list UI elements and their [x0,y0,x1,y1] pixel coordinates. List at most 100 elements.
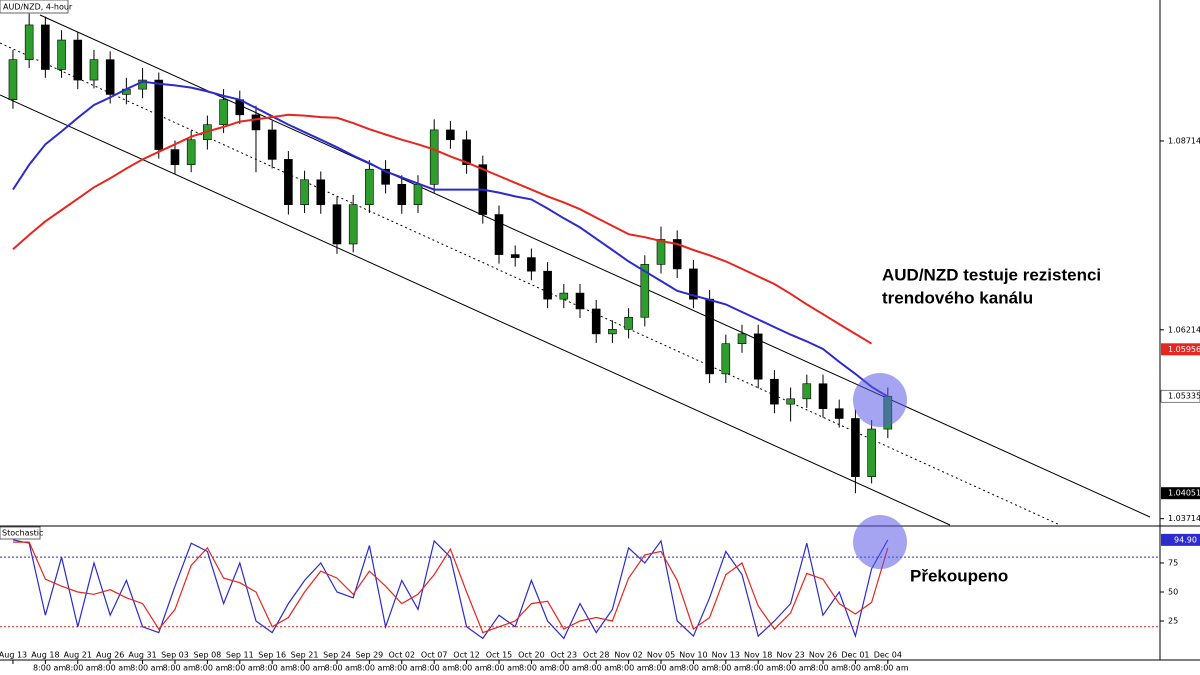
candle-body [721,343,731,375]
x-tick-label: Aug 18 [31,651,59,660]
x-tick-label: Aug 13 [0,651,27,660]
x-tick-label: Sep 21 [291,651,319,660]
time-label: 8:00 am [195,664,228,673]
plot-layer [0,13,1160,640]
candle-body [656,239,666,265]
time-label: 8:00 am [325,664,358,673]
title-box [0,0,69,14]
candle-body [446,129,455,141]
candle-body [510,254,520,258]
annotation: AUD/NZD testuje rezistenci [882,265,1101,284]
time-label: 8:00 am [65,664,98,673]
x-tick-label: Nov 23 [776,651,804,660]
candle-body [300,179,309,206]
time-label: 8:00 am [616,664,649,673]
time-label: 8:00 am [163,664,196,673]
price-label-box [1161,487,1200,500]
annotation: trendového kanálu [882,288,1033,307]
time-label: 8:00 am [422,664,455,673]
x-tick-label: Oct 07 [421,651,448,660]
x-tick-label: Sep 29 [355,651,383,660]
time-label: 8:00 am [875,664,908,673]
x-tick-label: Nov 02 [614,651,642,660]
x-tick-label: Dec 04 [874,651,902,660]
candle-body [413,184,423,206]
x-tick-label: Oct 28 [583,651,610,660]
x-tick-label: Aug 21 [64,651,92,660]
candle-body [851,418,860,477]
candle-body [640,264,650,318]
candle-body [705,298,714,375]
candle-body [170,149,180,165]
time-label: 8:00 am [454,664,487,673]
line-series [12,113,873,345]
x-tick-label: Sep 24 [323,651,351,660]
candle-body [267,129,277,160]
candle-body [41,24,50,70]
y-tick-label: 1.03714 [1168,514,1200,523]
candle-body [770,378,779,405]
time-label: 8:00 am [584,664,617,673]
candle-body [608,329,617,335]
candle-body [462,139,471,165]
candle-body [332,204,342,245]
time-label: 8:00 am [713,664,746,673]
x-tick-label: Dec 01 [841,651,869,660]
x-tick-label: Nov 26 [809,651,837,660]
time-label: 8:00 am [519,664,552,673]
candle-body [543,270,552,300]
x-tick-label: Nov 13 [712,651,740,660]
candle-body [251,114,261,131]
x-tick-label: Aug 26 [96,651,124,660]
price-label: 1.05335 [1168,392,1200,401]
x-tick-label: Nov 10 [679,651,707,660]
candle-body [689,268,698,300]
time-label: 8:00 am [778,664,811,673]
time-label: 8:00 am [292,664,325,673]
indicator-title: Stochastic [2,529,43,538]
channel-lower [0,94,951,526]
x-tick-label: Sep 08 [193,651,221,660]
price-label: 1.04051 [1168,489,1200,498]
time-label: 8:00 am [130,664,163,673]
candle-body [527,257,536,272]
x-tick-label: Oct 02 [389,651,416,660]
x-tick-label: Aug 31 [128,651,156,660]
channel-upper [39,14,1151,518]
time-label: 8:00 am [487,664,520,673]
candle-body [494,214,504,255]
x-tick-label: Oct 15 [486,651,513,660]
time-label: 8:00 am [551,664,584,673]
highlight-circle [853,515,907,569]
time-label: 8:00 am [98,664,131,673]
chart-title: AUD/NZD, 4-hour [3,3,73,12]
y-tick-label: 25 [1168,617,1178,626]
y-tick-label: 50 [1168,587,1178,596]
candle-body [8,59,18,101]
candle-body [624,316,633,330]
candle-body [284,159,293,206]
x-tick-label: Nov 18 [744,651,772,660]
time-label: 8:00 am [357,664,390,673]
price-label-box [1161,343,1200,356]
time-label: 8:00 am [746,664,779,673]
x-tick-label: Sep 03 [161,651,189,660]
y-tick-label: 75 [1168,558,1178,567]
indicator-box [0,526,41,540]
candle-body [575,292,585,310]
candle-body [753,333,763,380]
candle-body [559,292,569,300]
candle-body [89,59,99,81]
price-label: 1.05956 [1168,345,1200,354]
x-tick-label: Oct 23 [551,651,578,660]
highlight-circle [853,373,907,427]
candle-body [348,204,358,245]
time-label: 8:00 am [811,664,844,673]
candle-body [786,398,795,405]
candle-body [154,79,164,150]
candle-body [316,179,326,206]
time-label: 8:00 am [227,664,260,673]
